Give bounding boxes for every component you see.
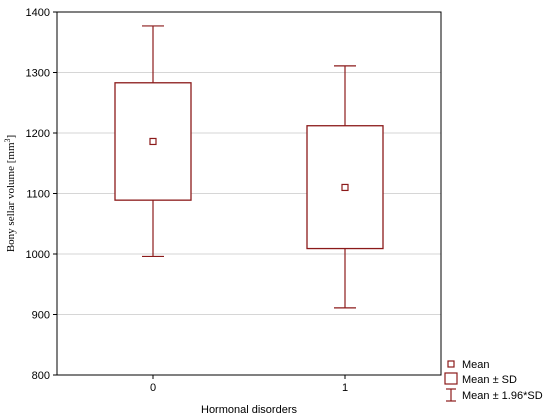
y-tick-label: 1200	[26, 128, 50, 140]
mean-marker	[341, 183, 349, 192]
legend-sd-icon	[444, 372, 458, 385]
y-axis-label-superscript: 3	[3, 138, 12, 142]
y-tick-label: 1000	[26, 249, 50, 261]
x-axis-label: Hormonal disorders	[201, 404, 297, 416]
legend-whisker-label: Mean ± 1.96*SD	[462, 390, 543, 402]
y-tick-label: 900	[32, 310, 50, 322]
x-tick-label: 1	[342, 382, 348, 394]
legend-sd-label: Mean ± SD	[462, 374, 517, 386]
y-axis-ticks: 800 900 1000 1100 1200 1300 1400	[26, 7, 57, 382]
x-tick-label: 0	[150, 382, 156, 394]
legend: Mean Mean ± SD Mean ± 1.96*SD	[444, 359, 543, 402]
y-tick-label: 800	[32, 370, 50, 382]
y-tick-label: 1100	[26, 189, 50, 201]
mean-marker	[149, 137, 157, 146]
legend-mean-icon	[447, 360, 455, 368]
box-series	[114, 25, 384, 309]
y-axis-label-suffix: ]	[5, 135, 17, 139]
y-tick-label: 1400	[26, 7, 50, 19]
legend-mean-label: Mean	[462, 359, 490, 371]
y-tick-label: 1300	[26, 68, 50, 80]
y-axis-label-main: Bony sellar volume [mm	[5, 142, 17, 252]
legend-whisker-icon	[446, 388, 456, 402]
y-axis-label: Bony sellar volume [mm3]	[3, 135, 17, 252]
